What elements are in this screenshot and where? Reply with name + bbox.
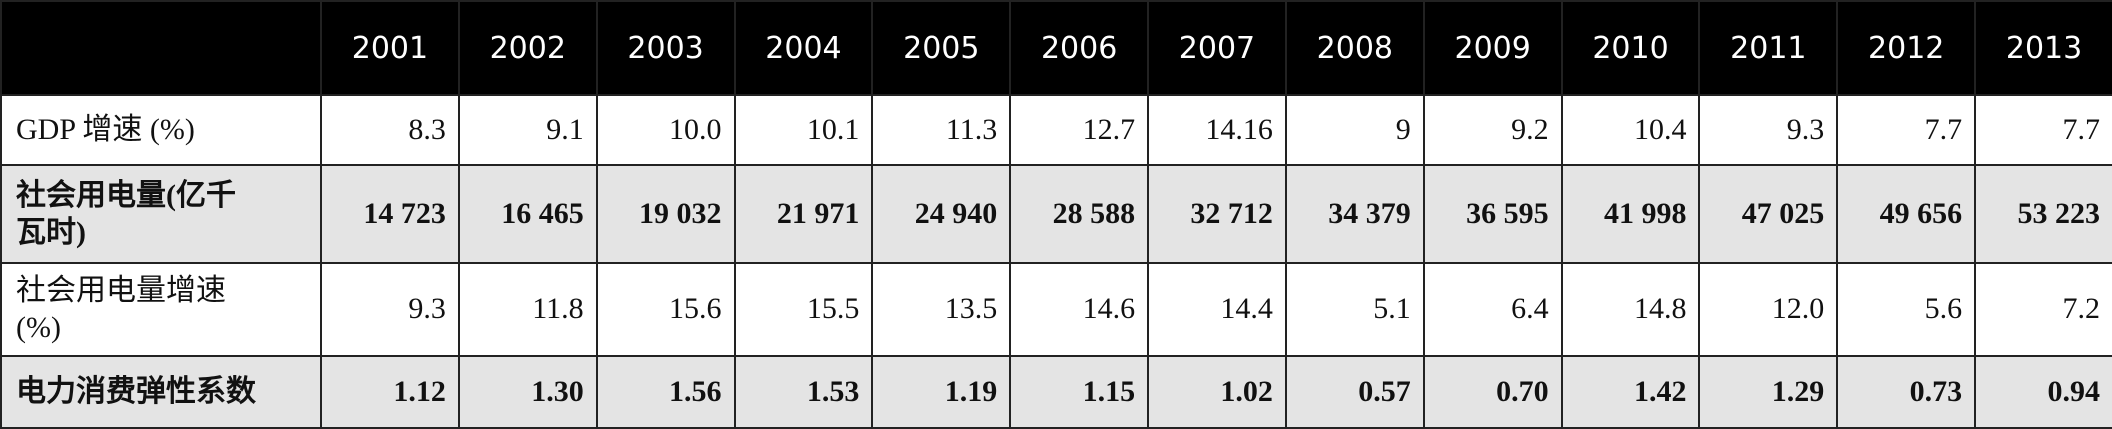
value-cell: 49 656: [1836, 164, 1977, 264]
value-cell: 14.4: [1147, 262, 1287, 357]
row-label: 社会用电量(亿千瓦时): [16, 178, 236, 250]
table-row: 社会用电量增速(%) 9.3 11.8 15.6 15.5 13.5 14.6 14.4 5.1…: [0, 262, 2112, 357]
value-cell: 41 998: [1560, 164, 1701, 264]
value-cell: 15.5: [733, 262, 874, 357]
value-cell: 9.1: [457, 93, 598, 167]
year-header: 2010: [1560, 0, 1701, 96]
row-label: 社会用电量增速(%): [16, 273, 226, 345]
value-cell: 24 940: [871, 164, 1012, 264]
value-cell: 1.42: [1560, 354, 1701, 429]
year-header: 2004: [733, 0, 874, 96]
value-cell: 19 032: [595, 164, 736, 264]
value-cell: 10.0: [595, 93, 736, 167]
value-cell: 10.1: [733, 93, 874, 167]
value-cell: 14.8: [1560, 262, 1701, 357]
value-cell: 0.70: [1422, 354, 1563, 429]
value-cell: 1.56: [595, 354, 736, 429]
value-cell: 0.57: [1284, 354, 1425, 429]
value-cell: 6.4: [1422, 262, 1563, 357]
value-cell: 7.2: [1974, 262, 2112, 357]
value-cell: 0.94: [1974, 354, 2112, 429]
header-row: 2001 2002 2003 2004 2005 2006 2007 2008 2009 2010…: [0, 0, 2112, 96]
value-cell: 7.7: [1974, 93, 2112, 167]
value-cell: 7.7: [1836, 93, 1977, 167]
value-cell: 1.29: [1698, 354, 1839, 429]
value-cell: 12.7: [1009, 93, 1150, 167]
value-cell: 10.4: [1560, 93, 1701, 167]
table-row: 社会用电量(亿千瓦时) 14 723 16 465 19 032 21 971 24 94…: [0, 164, 2112, 264]
row-label-cell: 社会用电量(亿千瓦时): [0, 164, 322, 264]
year-header: 2006: [1009, 0, 1150, 96]
table-row: 电力消费弹性系数 1.12 1.30 1.56 1.53 1.19 1.15 1.02 0.57…: [0, 354, 2112, 429]
value-cell: 1.53: [733, 354, 874, 429]
year-header: 2013: [1974, 0, 2112, 96]
value-cell: 9.3: [1698, 93, 1839, 167]
year-header: 2001: [320, 0, 460, 96]
table-row: GDP 增速 (%) 8.3 9.1 10.0 10.1 11.3 12.7 14.16 9 9.…: [0, 93, 2112, 167]
row-label-cell: 社会用电量增速(%): [0, 262, 322, 357]
year-header: 2007: [1147, 0, 1287, 96]
value-cell: 16 465: [457, 164, 598, 264]
value-cell: 9.2: [1422, 93, 1563, 167]
row-label: 电力消费弹性系数: [16, 375, 256, 409]
value-cell: 21 971: [733, 164, 874, 264]
value-cell: 14.16: [1147, 93, 1287, 167]
value-cell: 15.6: [595, 262, 736, 357]
year-header: 2009: [1422, 0, 1563, 96]
value-cell: 14 723: [320, 164, 460, 264]
value-cell: 1.02: [1147, 354, 1287, 429]
year-header: 2003: [595, 0, 736, 96]
value-cell: 0.73: [1836, 354, 1977, 429]
value-cell: 8.3: [320, 93, 460, 167]
value-cell: 32 712: [1147, 164, 1287, 264]
value-cell: 1.12: [320, 354, 460, 429]
value-cell: 14.6: [1009, 262, 1150, 357]
row-label-cell: GDP 增速 (%): [0, 93, 322, 167]
value-cell: 1.19: [871, 354, 1012, 429]
value-cell: 11.3: [871, 93, 1012, 167]
value-cell: 5.1: [1284, 262, 1425, 357]
value-cell: 47 025: [1698, 164, 1839, 264]
value-cell: 9.3: [320, 262, 460, 357]
value-cell: 1.15: [1009, 354, 1150, 429]
row-label-cell: 电力消费弹性系数: [0, 354, 322, 429]
value-cell: 12.0: [1698, 262, 1839, 357]
row-label: GDP 增速 (%): [16, 113, 195, 147]
value-cell: 1.30: [457, 354, 598, 429]
value-cell: 11.8: [457, 262, 598, 357]
value-cell: 53 223: [1974, 164, 2112, 264]
corner-cell: [0, 0, 322, 96]
year-header: 2002: [457, 0, 598, 96]
value-cell: 28 588: [1009, 164, 1150, 264]
year-header: 2005: [871, 0, 1012, 96]
year-header: 2008: [1284, 0, 1425, 96]
year-header: 2011: [1698, 0, 1839, 96]
value-cell: 9: [1284, 93, 1425, 167]
value-cell: 36 595: [1422, 164, 1563, 264]
value-cell: 13.5: [871, 262, 1012, 357]
value-cell: 5.6: [1836, 262, 1977, 357]
year-header: 2012: [1836, 0, 1977, 96]
value-cell: 34 379: [1284, 164, 1425, 264]
